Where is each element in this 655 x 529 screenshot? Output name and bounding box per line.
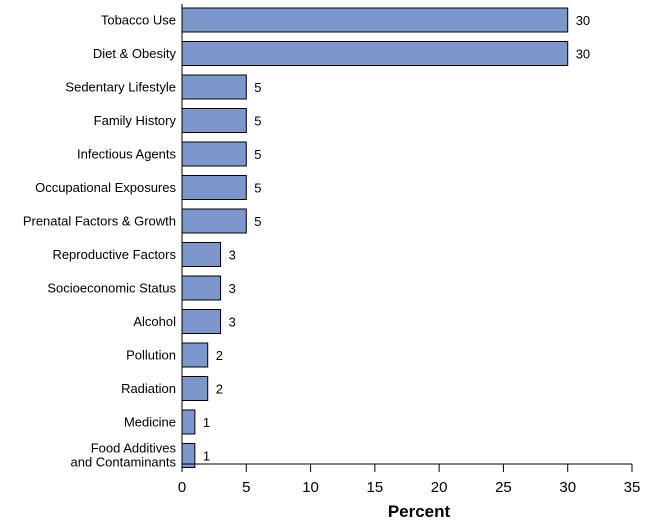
x-axis-title: Percent bbox=[388, 502, 451, 521]
bar-medicine bbox=[181, 409, 196, 435]
bar-sedentary-lifestyle bbox=[181, 74, 247, 100]
x-axis: 0 5 10 15 20 25 30 35 bbox=[178, 4, 641, 496]
category-label-diet-and-obesity: Diet & Obesity bbox=[93, 46, 177, 61]
value-label-medicine: 1 bbox=[203, 415, 210, 430]
x-tick-label-10: 10 bbox=[302, 479, 319, 496]
value-label-alcohol: 3 bbox=[229, 315, 236, 330]
value-label-socioeconomic-status: 3 bbox=[229, 281, 236, 296]
value-label-diet-and-obesity: 30 bbox=[576, 47, 590, 62]
x-tick-label-15: 15 bbox=[367, 479, 384, 496]
value-label-infectious-agents: 5 bbox=[254, 147, 261, 162]
value-label-pollution: 2 bbox=[216, 348, 223, 363]
value-label-tobacco-use: 30 bbox=[576, 13, 590, 28]
category-label-family-history: Family History bbox=[94, 113, 177, 128]
category-label-reproductive-factors: Reproductive Factors bbox=[52, 247, 176, 262]
bar-tobacco-use bbox=[181, 7, 569, 33]
value-label-occupational-exposures: 5 bbox=[254, 181, 261, 196]
value-label-sedentary-lifestyle: 5 bbox=[254, 80, 261, 95]
bar-infectious-agents bbox=[181, 141, 247, 167]
value-label-prenatal-factors-and-growth: 5 bbox=[254, 214, 261, 229]
bar-socioeconomic-status bbox=[181, 275, 222, 301]
bars-group bbox=[181, 7, 569, 468]
value-label-food-additives-and-contaminants: 1 bbox=[203, 449, 210, 464]
value-label-family-history: 5 bbox=[254, 114, 261, 129]
x-tick-label-0: 0 bbox=[178, 479, 186, 496]
value-label-radiation: 2 bbox=[216, 382, 223, 397]
bar-pollution bbox=[181, 342, 209, 368]
value-labels-group: 30 30 5 5 5 5 5 3 3 3 2 2 1 1 bbox=[203, 13, 590, 464]
x-tick-label-30: 30 bbox=[559, 479, 576, 496]
category-label-tobacco-use: Tobacco Use bbox=[101, 13, 176, 28]
category-label-food-additives-and-contaminants: Food Additives and Contaminants bbox=[70, 441, 176, 470]
category-label-sedentary-lifestyle: Sedentary Lifestyle bbox=[65, 80, 176, 95]
category-labels-group: Tobacco Use Diet & Obesity Sedentary Lifes… bbox=[23, 13, 177, 470]
x-tick-label-5: 5 bbox=[242, 479, 250, 496]
category-label-alcohol: Alcohol bbox=[133, 314, 176, 329]
x-tick-label-20: 20 bbox=[431, 479, 448, 496]
category-label-socioeconomic-status: Socioeconomic Status bbox=[47, 281, 176, 296]
category-label-occupational-exposures: Occupational Exposures bbox=[35, 180, 176, 195]
bar-alcohol bbox=[181, 309, 222, 334]
x-tick-label-35: 35 bbox=[624, 479, 641, 496]
value-label-reproductive-factors: 3 bbox=[229, 248, 236, 263]
bar-radiation bbox=[181, 376, 209, 401]
bar-prenatal-factors-and-growth bbox=[181, 208, 247, 234]
category-label-infectious-agents: Infectious Agents bbox=[77, 147, 177, 162]
category-label-prenatal-factors-and-growth: Prenatal Factors & Growth bbox=[23, 214, 176, 229]
x-tick-label-25: 25 bbox=[495, 479, 512, 496]
bar-occupational-exposures bbox=[181, 175, 247, 200]
bar-family-history bbox=[181, 108, 247, 133]
category-label-medicine: Medicine bbox=[124, 415, 176, 430]
category-label-radiation: Radiation bbox=[121, 381, 176, 396]
category-label-pollution: Pollution bbox=[126, 348, 176, 363]
bar-reproductive-factors bbox=[181, 242, 222, 267]
bar-diet-and-obesity bbox=[181, 41, 569, 66]
